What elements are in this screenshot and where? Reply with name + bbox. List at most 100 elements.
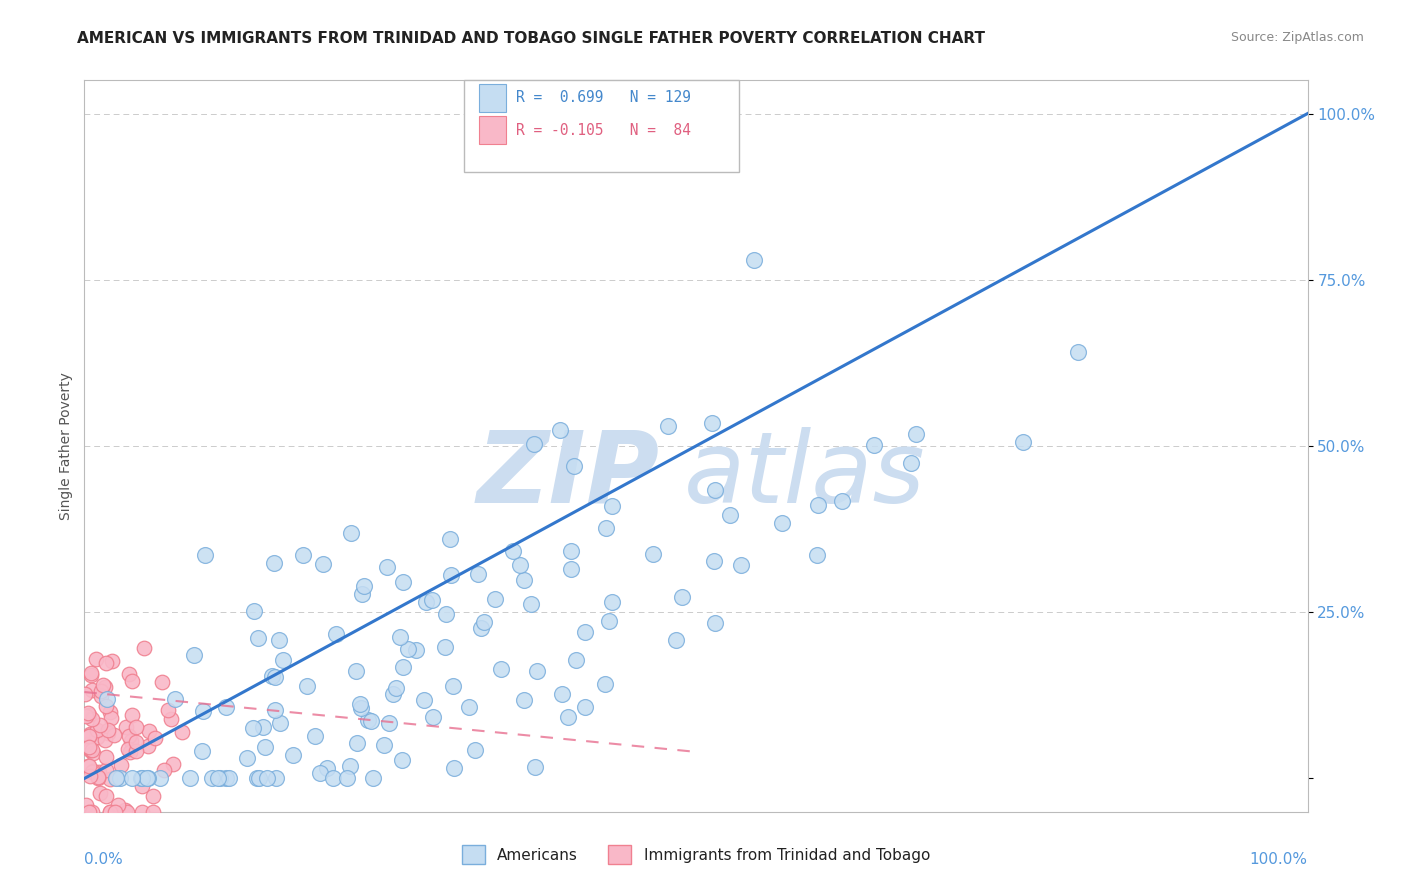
Point	[90, 683, 112, 698]
Point	[89, 787, 111, 801]
Point	[80, 682, 103, 697]
Point	[378, 715, 401, 730]
Point	[79, 805, 101, 819]
Point	[132, 640, 155, 655]
Point	[215, 700, 238, 714]
Point	[110, 758, 132, 772]
Point	[107, 797, 129, 812]
Point	[124, 744, 146, 758]
Point	[381, 687, 404, 701]
Point	[77, 730, 100, 744]
Point	[80, 764, 103, 779]
Point	[565, 652, 588, 666]
Point	[80, 742, 103, 756]
Point	[79, 743, 101, 757]
Text: R = -0.105   N =  84: R = -0.105 N = 84	[516, 122, 692, 137]
Point	[391, 754, 413, 768]
Point	[548, 423, 571, 437]
Point	[264, 670, 287, 684]
Point	[160, 713, 183, 727]
Point	[98, 705, 121, 719]
Point	[593, 677, 616, 691]
Point	[900, 456, 922, 470]
Point	[131, 772, 153, 786]
Point	[207, 772, 229, 786]
Point	[526, 665, 548, 679]
Point	[98, 772, 121, 786]
Point	[346, 736, 368, 750]
Point	[157, 703, 180, 717]
Point	[86, 723, 108, 737]
Point	[467, 567, 489, 582]
FancyBboxPatch shape	[479, 116, 506, 144]
Point	[91, 677, 114, 691]
Point	[703, 553, 725, 567]
Point	[98, 805, 121, 819]
Point	[76, 759, 98, 773]
Point	[80, 805, 103, 819]
Point	[325, 626, 347, 640]
Point	[131, 805, 153, 819]
Point	[718, 508, 741, 522]
Point	[484, 592, 506, 607]
Point	[439, 533, 461, 547]
Point	[77, 759, 100, 773]
Point	[322, 772, 344, 786]
Point	[162, 756, 184, 771]
Legend: Americans, Immigrants from Trinidad and Tobago: Americans, Immigrants from Trinidad and …	[456, 839, 936, 870]
Point	[193, 704, 215, 718]
Point	[357, 713, 380, 727]
Point	[433, 640, 456, 655]
Point	[373, 738, 395, 752]
Point	[1012, 435, 1035, 450]
Point	[304, 730, 326, 744]
Point	[77, 740, 100, 755]
Point	[339, 759, 361, 773]
Point	[389, 630, 412, 644]
Point	[665, 633, 688, 648]
Point	[172, 725, 194, 739]
Point	[108, 772, 131, 786]
Point	[131, 779, 153, 793]
Point	[422, 592, 444, 607]
Point	[470, 621, 492, 635]
Point	[94, 656, 117, 670]
Point	[574, 625, 596, 640]
Point	[136, 772, 159, 786]
Point	[103, 728, 125, 742]
Point	[103, 805, 125, 819]
Point	[391, 660, 413, 674]
Point	[443, 761, 465, 775]
Point	[703, 483, 725, 497]
Point	[671, 590, 693, 604]
Point	[153, 763, 176, 777]
Point	[80, 666, 103, 681]
Point	[86, 730, 108, 744]
Point	[361, 772, 384, 786]
Point	[598, 614, 620, 628]
Point	[121, 772, 143, 786]
Point	[336, 772, 359, 786]
Point	[89, 718, 111, 732]
Point	[165, 691, 187, 706]
Point	[344, 664, 367, 678]
Point	[194, 548, 217, 562]
Point	[117, 805, 139, 819]
Point	[457, 700, 479, 714]
Point	[252, 720, 274, 734]
Point	[657, 419, 679, 434]
Point	[512, 693, 534, 707]
Point	[82, 764, 104, 779]
Point	[100, 711, 122, 725]
Point	[98, 805, 121, 819]
Point	[377, 560, 399, 574]
Point	[464, 742, 486, 756]
Point	[422, 710, 444, 724]
Point	[96, 750, 118, 764]
Y-axis label: Single Father Poverty: Single Father Poverty	[59, 372, 73, 520]
Point	[509, 558, 531, 572]
Text: Source: ZipAtlas.com: Source: ZipAtlas.com	[1230, 31, 1364, 45]
Point	[120, 745, 142, 759]
Text: AMERICAN VS IMMIGRANTS FROM TRINIDAD AND TOBAGO SINGLE FATHER POVERTY CORRELATIO: AMERICAN VS IMMIGRANTS FROM TRINIDAD AND…	[77, 31, 986, 46]
Point	[704, 616, 727, 631]
